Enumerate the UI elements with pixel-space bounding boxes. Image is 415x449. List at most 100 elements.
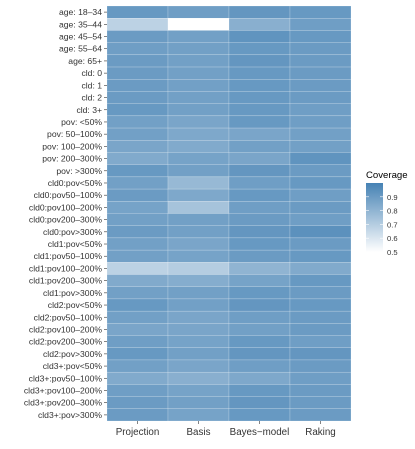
heatmap-cell: [106, 359, 169, 373]
y-tick-label: cld: 1: [81, 80, 102, 90]
heatmap-cell: [106, 91, 169, 104]
y-tick-label: cld0:pov50–100%: [34, 190, 103, 200]
y-tick-label: cld1:pov50–100%: [34, 251, 103, 261]
heatmap-cell: [106, 127, 169, 141]
heatmap-cell: [106, 213, 169, 226]
heatmap-cell: [228, 140, 291, 153]
y-tick-label: cld2:pov200–300%: [29, 337, 102, 347]
heatmap-cell: [167, 30, 230, 43]
heatmap-cell: [106, 164, 169, 178]
y-tick-label: cld: 3+: [76, 105, 102, 115]
y-tick-label: age: 65+: [68, 56, 102, 66]
y-tick-label: cld2:pov100–200%: [29, 324, 102, 334]
heatmap-cell: [167, 237, 230, 251]
heatmap-cell: [228, 213, 291, 226]
heatmap-cell: [228, 298, 291, 312]
legend-tick-label: 0.6: [387, 234, 398, 243]
heatmap-cell: [167, 176, 230, 190]
heatmap-cell: [167, 79, 230, 92]
heatmap-cell: [228, 42, 291, 56]
heatmap-cell: [228, 371, 291, 385]
heatmap-cell: [167, 152, 230, 165]
heatmap-cell: [106, 335, 169, 348]
heatmap-cell: [106, 396, 169, 409]
heatmap-cell: [228, 188, 291, 202]
heatmap-cell: [106, 323, 169, 336]
heatmap-cell: [167, 103, 230, 117]
heatmap-cell: [289, 274, 352, 287]
heatmap-cell: [289, 213, 352, 226]
heatmap-cell: [289, 323, 352, 336]
heatmap-cell: [228, 274, 291, 287]
heatmap-cell: [289, 371, 352, 385]
y-tick-label: cld: 2: [81, 93, 102, 103]
x-tick-label: Basis: [187, 427, 211, 438]
heatmap-cell: [289, 249, 352, 263]
heatmap-cell: [167, 140, 230, 153]
heatmap-cell: [289, 140, 352, 153]
heatmap-cell: [106, 152, 169, 165]
heatmap-cell: [106, 115, 169, 129]
heatmap-cell: [289, 127, 352, 141]
heatmap-cell: [167, 408, 230, 422]
heatmap-cell: [289, 79, 352, 92]
y-tick-label: pov: >300%: [56, 166, 102, 176]
heatmap-cell: [228, 262, 291, 275]
heatmap-cell: [106, 262, 169, 275]
heatmap-cell: [289, 347, 352, 361]
legend-tick-label: 0.7: [387, 220, 398, 229]
heatmap-cell: [106, 237, 169, 251]
y-tick-label: cld3+:pov50–100%: [29, 373, 103, 383]
heatmap-cell: [228, 30, 291, 43]
y-tick-label: cld3+:pov<50%: [43, 361, 103, 371]
heatmap-cell: [167, 188, 230, 202]
heatmap-cell: [167, 274, 230, 287]
y-tick-label: cld3+:pov100–200%: [24, 385, 102, 395]
heatmap-cell: [289, 359, 352, 373]
heatmap-cell: [228, 225, 291, 239]
heatmap-cell: [167, 286, 230, 300]
y-tick-label: cld0:pov<50%: [48, 178, 103, 188]
heatmap-cell: [228, 310, 291, 324]
heatmap-cell: [289, 66, 352, 80]
heatmap-cell: [106, 54, 169, 68]
heatmap-cell: [106, 30, 169, 43]
legend-tick-label: 0.8: [387, 207, 398, 216]
y-tick-label: age: 18–34: [59, 7, 102, 17]
heatmap-cell: [289, 335, 352, 348]
y-tick-label: cld2:pov>300%: [43, 349, 102, 359]
heatmap-cell: [289, 188, 352, 202]
heatmap-cell: [289, 54, 352, 68]
heatmap-cell: [167, 164, 230, 178]
heatmap-cell: [106, 42, 169, 56]
heatmap-cell: [228, 79, 291, 92]
heatmap-cell: [228, 335, 291, 348]
heatmap-cell: [289, 115, 352, 129]
heatmap-cell: [228, 5, 291, 19]
legend-tick-label: 0.5: [387, 248, 398, 257]
x-tick-label: Projection: [116, 427, 160, 438]
heatmap-cell: [228, 249, 291, 263]
heatmap-cell: [289, 237, 352, 251]
heatmap-cell: [167, 225, 230, 239]
y-tick-label: pov: 50–100%: [47, 129, 102, 139]
heatmap-cell: [106, 225, 169, 239]
heatmap-cell: [289, 164, 352, 178]
heatmap-cell: [167, 323, 230, 336]
heatmap-cell: [167, 262, 230, 275]
heatmap-cell: [289, 42, 352, 56]
y-tick-label: cld0:pov200–300%: [29, 215, 102, 225]
heatmap-cell: [106, 310, 169, 324]
y-tick-label: cld0:pov>300%: [43, 227, 102, 237]
heatmap-cell: [228, 237, 291, 251]
heatmap-cell: [167, 115, 230, 129]
heatmap-cell: [167, 359, 230, 373]
x-tick-label: Bayes−model: [230, 427, 290, 438]
heatmap-cell: [106, 347, 169, 361]
heatmap-cell: [228, 103, 291, 117]
heatmap-cell: [228, 359, 291, 373]
heatmap-cell: [289, 103, 352, 117]
y-tick-label: cld1:pov200–300%: [29, 276, 102, 286]
y-tick-label: pov: <50%: [61, 117, 102, 127]
